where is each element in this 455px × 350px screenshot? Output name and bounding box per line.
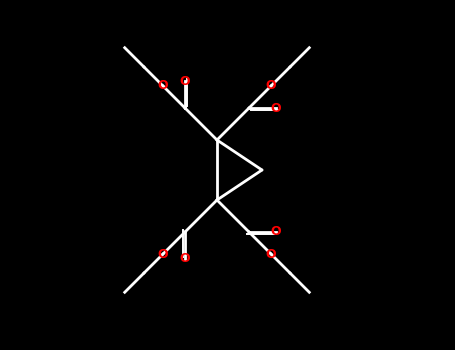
Text: O: O	[180, 252, 191, 265]
Text: O: O	[157, 79, 168, 92]
Text: O: O	[271, 102, 281, 115]
Text: O: O	[266, 247, 276, 261]
Text: O: O	[157, 247, 168, 261]
Text: O: O	[180, 75, 191, 88]
Text: O: O	[271, 225, 281, 238]
Text: O: O	[266, 79, 276, 92]
